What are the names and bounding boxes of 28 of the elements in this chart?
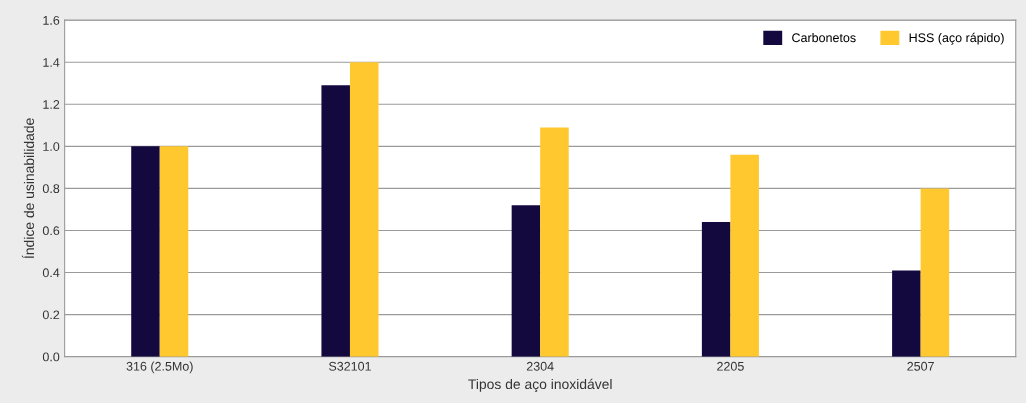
legend-label: Carbonetos xyxy=(792,32,856,43)
y-tick-label: 0.2 xyxy=(42,310,60,320)
bar xyxy=(159,146,189,357)
bar xyxy=(730,154,759,357)
legend-label: HSS (aço rápido) xyxy=(909,32,1004,45)
y-tick-label: 0.4 xyxy=(42,268,60,278)
y-tick-label: 1.4 xyxy=(43,58,60,67)
bar xyxy=(131,146,160,357)
y-tick-label: 0.0 xyxy=(42,352,60,362)
y-tick-label: 0.8 xyxy=(42,184,60,194)
x-tick-label: 316 (2.5Mo) xyxy=(126,361,193,374)
y-axis-title: Índice de usinabilidade xyxy=(21,118,35,259)
bar xyxy=(540,127,569,357)
bar xyxy=(349,62,379,357)
x-tick-label: S32101 xyxy=(328,361,371,371)
y-tick-label: 1.6 xyxy=(43,15,60,25)
bar xyxy=(892,270,921,357)
x-tick-label: 2304 xyxy=(526,361,554,371)
x-axis-title: Tipos de aço inoxidável xyxy=(468,378,612,392)
bar xyxy=(321,85,350,357)
bar xyxy=(920,188,950,357)
y-tick-label: 1.0 xyxy=(43,142,60,151)
y-tick-label: 1.2 xyxy=(43,100,60,109)
y-tick-label: 0.6 xyxy=(42,226,60,236)
x-tick-label: 2205 xyxy=(717,361,744,371)
x-tick-label: 2507 xyxy=(907,361,934,371)
bar xyxy=(701,222,731,357)
bar xyxy=(511,205,541,357)
